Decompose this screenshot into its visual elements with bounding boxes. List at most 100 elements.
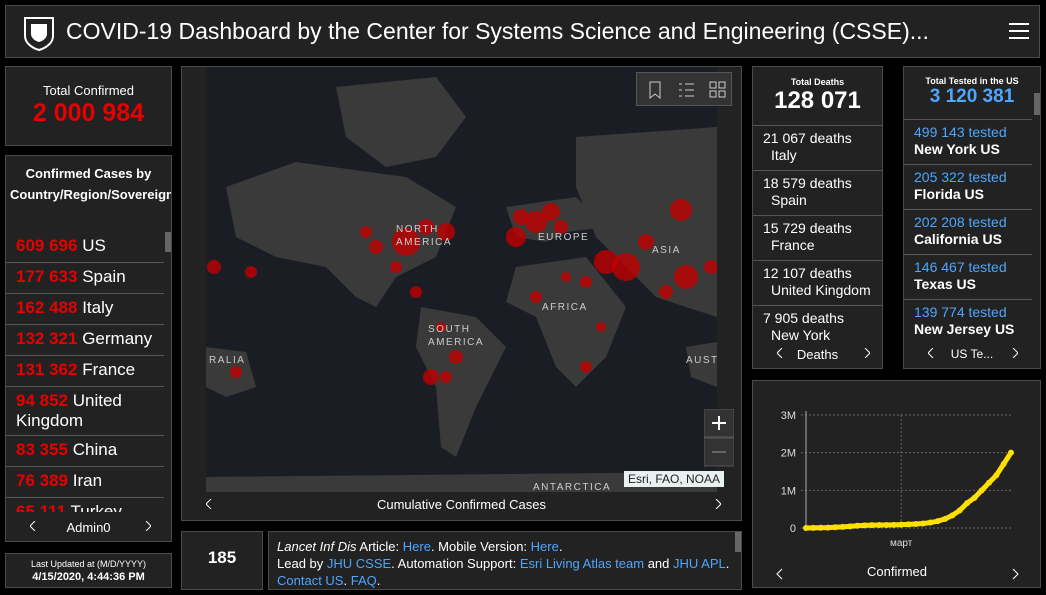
place: United Kingdom [771,282,871,298]
chart-panel: 0 1M 2M 3M март Confirmed [752,380,1041,588]
list-item: 76 389 Iran [6,467,164,498]
header: COVID-19 Dashboard by the Center for Sys… [5,5,1040,58]
name: Spain [82,267,126,286]
scrollbar[interactable] [735,532,741,552]
link[interactable]: Esri Living Atlas team [519,556,645,571]
list-item: 177 633 Spain [6,263,164,294]
scrollbar[interactable] [165,232,171,252]
label: Total Deaths [790,77,845,87]
value: 4/15/2020, 4:44:36 PM [32,571,145,583]
list-item: 162 488 Italy [6,294,164,325]
link[interactable]: FAQ [350,573,377,588]
list-item: 132 321 Germany [6,325,164,356]
count: 146 467 tested [914,259,1007,275]
value: 128 071 [774,87,861,114]
nav-label: Deaths [796,346,839,362]
value: 3 120 381 [929,86,1015,107]
place: Florida US [914,186,985,202]
y-tick-label: 3M [781,410,796,422]
list-item: 609 696 US [6,232,164,263]
label: Total Confirmed [42,83,135,98]
prev-button[interactable] [928,348,934,358]
link[interactable]: Contact US [277,573,344,588]
chart: 0 1M 2M 3M март Confirmed [776,410,1019,580]
place: France [771,237,815,253]
caption: Cumulative Confirmed Cases [376,496,547,512]
place: Italy [771,147,797,163]
list-item: 139 774 tested New Jersey US [904,300,1032,342]
link[interactable]: JHU APL [673,556,726,571]
link[interactable]: Here [530,539,559,554]
countries-panel: 185 [181,531,263,590]
list-item: 7 905 deaths New York [753,306,882,342]
scrollbar[interactable] [1034,93,1040,115]
text: Lead by [277,556,327,571]
count: 65 111 [16,502,67,512]
point [986,479,993,486]
prev-button[interactable] [777,348,783,358]
list-item: 94 852 United Kingdom [6,387,164,436]
next-button[interactable] [1012,348,1018,358]
confirmed-list-panel: Confirmed Cases by Country/Region/Sovere… [5,155,172,542]
series-tab: Confirmed [867,564,927,579]
list-item: 205 322 tested Florida US [904,165,1032,210]
place: Texas US [914,276,976,292]
last-updated: Last Updated at (M/D/YYYY) 4/15/2020, 4:… [5,553,172,588]
place: New York US [914,141,1000,157]
count: 205 322 tested [914,169,1007,185]
list-title: Confirmed Cases by Country/Region/Sovere… [10,166,172,202]
list-item: 12 107 deaths United Kingdom [753,261,882,306]
point [993,472,1000,479]
text: . [376,573,381,588]
link[interactable]: JHU CSSE [326,556,392,571]
link[interactable]: Here [402,539,431,554]
menu-button[interactable] [1009,22,1029,40]
map-label: AFRICA [542,302,588,313]
count: 94 852 [16,391,68,410]
next-button[interactable] [864,348,870,358]
text: . Mobile Version: [430,539,531,554]
count: 132 321 [16,329,78,348]
place: California US [914,231,1002,247]
next-button[interactable] [145,521,151,531]
place: New York [771,327,831,342]
point [854,522,861,529]
count: 12 107 deaths [763,265,852,281]
point [824,524,831,531]
count: 7 905 deaths [763,310,844,326]
nav-label: US Te... [950,347,994,361]
list-item: 146 467 tested Texas US [904,255,1032,300]
text: . [725,556,730,571]
list: 499 143 tested New York US 205 322 tested F… [904,119,1032,342]
name: US [82,236,106,255]
map-label: EUROPE [538,232,590,243]
map-nav: Cumulative Confirmed Cases [182,488,741,520]
list-item: 15 729 deaths France [753,216,882,261]
count: 202 208 tested [914,214,1007,230]
point [978,487,985,494]
y-tick-label: 0 [790,523,796,535]
point [890,521,897,528]
prev-button[interactable] [206,499,212,509]
next-button[interactable] [1012,568,1019,580]
list: 21 067 deaths Italy 18 579 deaths Spain 15 7… [753,125,882,342]
nav-label: Admin0 [66,519,111,535]
logo [24,17,54,51]
prev-button[interactable] [776,568,783,580]
point [920,520,927,527]
nav: US Te... [904,340,1040,368]
count: 76 389 [16,471,68,490]
nav: Admin0 [6,513,171,541]
zoom-controls[interactable] [704,409,734,467]
point [839,523,846,530]
toolbar-icons[interactable] [637,73,733,107]
point [949,512,956,519]
map[interactable] [206,67,717,492]
name: Iran [72,471,103,490]
map-label: ASIA [652,245,681,256]
next-button[interactable] [715,499,721,509]
text: and [644,556,674,571]
list-item: 83 355 China [6,436,164,467]
prev-button[interactable] [30,521,36,531]
count: 18 579 deaths [763,175,852,191]
